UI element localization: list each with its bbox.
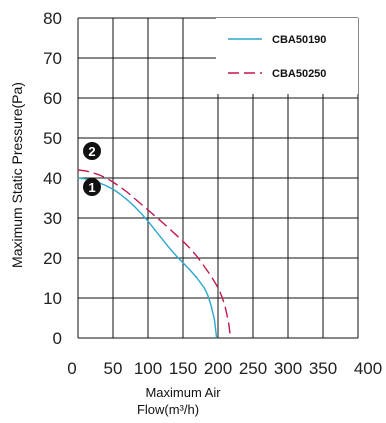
x-tick-350: 350 [309, 359, 337, 378]
x-axis-label-line2: Flow(m³/h) [137, 402, 199, 417]
legend-label-cba50250: CBA50250 [272, 68, 326, 80]
marker-1-circle [83, 178, 101, 196]
x-tick-labels: 0 50 100 150 200 250 300 350 400 [67, 359, 382, 378]
marker-1: 1 [83, 178, 101, 196]
x-tick-250: 250 [239, 359, 267, 378]
x-tick-50: 50 [104, 359, 123, 378]
x-axis-label-line1: Maximum Air [145, 385, 221, 400]
y-axis-label: Maximum Static Pressure(Pa) [9, 82, 25, 268]
x-tick-150: 150 [169, 359, 197, 378]
y-tick-10: 10 [43, 289, 62, 308]
marker-2: 2 [83, 142, 101, 160]
y-tick-70: 70 [43, 49, 62, 68]
x-tick-400: 400 [354, 359, 382, 378]
marker-2-label: 2 [88, 144, 95, 159]
y-tick-40: 40 [43, 169, 62, 188]
legend-background [216, 18, 358, 94]
y-tick-60: 60 [43, 89, 62, 108]
y-tick-30: 30 [43, 209, 62, 228]
series-line-cba50250 [77, 169, 232, 339]
x-tick-100: 100 [134, 359, 162, 378]
series-line-cba50190 [77, 177, 218, 339]
y-tick-labels: 0 10 20 30 40 50 60 70 80 [43, 9, 62, 348]
series-lines [77, 169, 232, 339]
legend-label-cba50190: CBA50190 [272, 34, 326, 46]
marker-2-circle [83, 142, 101, 160]
x-tick-200: 200 [204, 359, 232, 378]
y-tick-0: 0 [53, 329, 62, 348]
legend: CBA50190 CBA50250 [216, 18, 358, 94]
marker-1-label: 1 [88, 180, 95, 195]
y-tick-20: 20 [43, 249, 62, 268]
x-tick-0: 0 [67, 359, 76, 378]
y-tick-50: 50 [43, 129, 62, 148]
y-tick-80: 80 [43, 9, 62, 28]
x-tick-300: 300 [274, 359, 302, 378]
